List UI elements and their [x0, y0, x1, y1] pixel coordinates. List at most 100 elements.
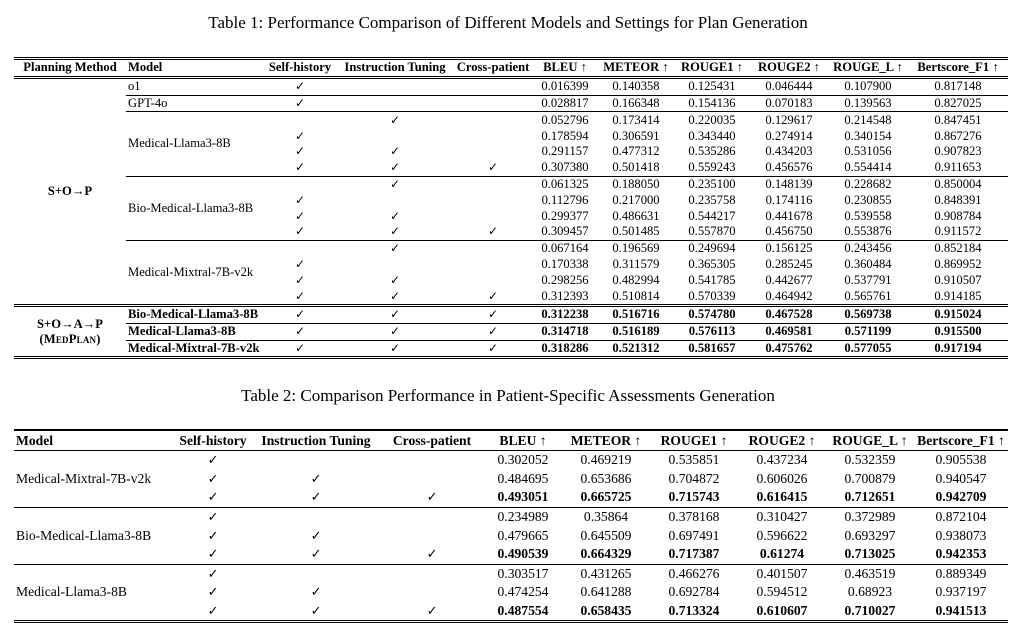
checkmark-cell: ✓ [252, 602, 380, 622]
check-icon: ✓ [207, 471, 219, 487]
check-icon: ✓ [294, 272, 306, 287]
check-icon: ✓ [207, 566, 219, 582]
column-header: BLEU ↑ [484, 430, 562, 451]
checkmark-cell: ✓ [174, 544, 252, 565]
planning-method-label: S+O→P [47, 184, 93, 199]
table-row: Medical-Mixtral-7B-v2k ✓ ✓ ✓ 0.318286 0.52131… [14, 340, 1008, 358]
checkmark-cell: ✓ [264, 77, 336, 96]
metric-value-cell: 0.535851 [668, 452, 720, 468]
checkmark-cell [454, 128, 532, 144]
check-icon: ✓ [389, 224, 401, 239]
checkmark-cell [264, 240, 336, 256]
metric-value-cell: 0.539558 [844, 208, 892, 223]
metric-value-cell: 0.469219 [580, 452, 632, 468]
checkmark-cell: ✓ [380, 544, 484, 565]
check-icon: ✓ [389, 340, 401, 355]
column-header: Model [14, 430, 174, 451]
metric-value-cell: 0.889349 [935, 565, 987, 581]
metric-value-cell: 0.306591 [612, 128, 660, 143]
metric-value-cell: 0.378168 [668, 509, 720, 525]
metric-value-cell: 0.908784 [934, 208, 982, 223]
metric-value-cell: 0.559243 [674, 159, 750, 177]
metric-value-cell: 0.234989 [497, 509, 549, 525]
metric-value-cell: 0.914185 [908, 288, 1008, 307]
checkmark-cell: ✓ [264, 305, 336, 324]
metric-value-cell: 0.501418 [598, 159, 674, 177]
checkmark-cell: ✓ [264, 208, 336, 224]
metric-value-cell: 0.827025 [908, 95, 1008, 113]
checkmark-cell: ✓ [336, 208, 454, 224]
check-icon: ✓ [389, 307, 401, 322]
column-header: ROUGE2 ↑ [738, 430, 826, 451]
metric-value-cell: 0.531056 [844, 144, 892, 159]
metric-value-cell: 0.298256 [541, 272, 589, 287]
metric-value-cell: 0.577055 [844, 340, 892, 355]
metric-value-cell: 0.487554 [497, 602, 549, 618]
checkmark-cell [454, 272, 532, 288]
table-row: GPT-4o ✓ 0.028817 0.166348 0.154136 0.070183 0… [14, 95, 1008, 113]
column-header: ROUGE1 ↑ [650, 430, 738, 451]
checkmark-cell: ✓ [336, 240, 454, 256]
checkmark-cell: ✓ [174, 564, 252, 583]
check-icon: ✓ [294, 224, 306, 239]
metric-value-cell: 0.541785 [688, 272, 736, 287]
table2-container: Model Self-history Instruction Tuning Cross… [14, 429, 1008, 623]
metric-value-cell: 0.596622 [756, 527, 808, 543]
check-icon: ✓ [487, 160, 499, 175]
metric-value-cell: 0.220035 [688, 112, 736, 127]
column-header: Bertscore_F1 ↑ [914, 430, 1008, 451]
check-icon: ✓ [310, 490, 322, 506]
table1-caption: Table 1: Performance Comparison of Diffe… [208, 13, 808, 32]
metric-value-cell: 0.464942 [750, 288, 828, 307]
metric-value-cell: 0.125431 [674, 77, 750, 96]
check-icon: ✓ [294, 192, 306, 207]
check-icon: ✓ [389, 272, 401, 287]
table-row: Medical-Llama3-8B ✓ ✓ ✓ 0.314718 0.516189 0.57… [14, 323, 1008, 341]
metric-value-cell: 0.911572 [908, 223, 1008, 241]
table-row: ✓ ✓ ✓ 0.309457 0.501485 0.557870 0.456750 0.553… [14, 223, 1008, 241]
check-icon: ✓ [389, 160, 401, 175]
check-icon: ✓ [207, 510, 219, 526]
metric-value-cell: 0.052796 [541, 112, 589, 127]
metric-value-cell: 0.365305 [688, 256, 736, 271]
metric-value-cell: 0.867276 [934, 128, 982, 143]
metric-value-cell: 0.107900 [828, 77, 908, 96]
metric-value-cell: 0.35864 [583, 509, 629, 525]
check-icon: ✓ [294, 324, 306, 339]
check-icon: ✓ [207, 490, 219, 506]
checkmark-cell: ✓ [336, 288, 454, 307]
checkmark-cell: ✓ [454, 159, 532, 177]
metric-value-cell: 0.463519 [844, 565, 896, 581]
metric-value-cell: 0.594512 [756, 584, 808, 600]
metric-value-cell: 0.565761 [828, 288, 908, 307]
model-name-cell: Bio-Medical-Llama3-8B [14, 507, 174, 565]
planning-method-cell: S+O→P [14, 77, 126, 307]
metric-value-cell: 0.148139 [765, 176, 813, 191]
metric-value-cell: 0.372989 [844, 509, 896, 525]
metric-value-cell: 0.569738 [828, 305, 908, 324]
check-icon: ✓ [310, 528, 322, 544]
metric-value-cell: 0.557870 [674, 223, 750, 241]
column-header: ROUGE1 ↑ [674, 58, 750, 79]
table-row: ✓ 0.112796 0.217000 0.235758 0.174116 0.23085… [14, 192, 1008, 208]
metric-value-cell: 0.307380 [532, 159, 598, 177]
planning-method-label: S+O→A→P [37, 317, 103, 332]
checkmark-cell: ✓ [336, 272, 454, 288]
table-row: S+O→P o1 ✓ 0.016399 0.140358 0.125431 0.046444… [14, 77, 1008, 307]
metric-value-cell: 0.576113 [674, 323, 750, 341]
metric-value-cell: 0.129617 [765, 112, 813, 127]
check-icon: ✓ [310, 471, 322, 487]
check-icon: ✓ [389, 112, 401, 127]
metric-value-cell: 0.112796 [541, 192, 589, 207]
column-header: Cross-patient [454, 58, 532, 79]
checkmark-cell [454, 77, 532, 96]
checkmark-cell [454, 240, 532, 256]
check-icon: ✓ [294, 340, 306, 355]
metric-value-cell: 0.917194 [934, 340, 982, 355]
metric-value-cell: 0.521312 [612, 340, 660, 355]
checkmark-cell [454, 144, 532, 160]
check-icon: ✓ [310, 585, 322, 601]
table-row: Medical-Llama3-8B ✓ 0.052796 0.173414 0.2200… [14, 111, 1008, 177]
table-row: ✓ ✓ 0.291157 0.477312 0.535286 0.434203 0.5310… [14, 144, 1008, 160]
checkmark-cell [252, 450, 380, 469]
